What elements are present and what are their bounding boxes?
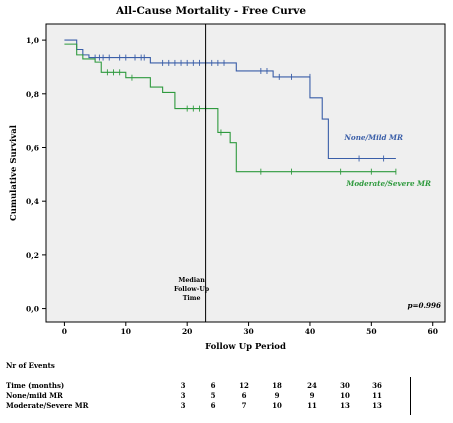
x-tick-label: 0 — [62, 327, 67, 336]
y-tick-label: 0,2 — [26, 251, 39, 260]
median-label-line-3: Time — [183, 295, 201, 302]
x-tick-label: 10 — [121, 327, 131, 336]
series-line-moderate-severe-mr — [64, 43, 396, 173]
y-tick-label: 0,0 — [26, 305, 39, 314]
x-tick-label: 20 — [182, 327, 192, 336]
y-tick-label: 0,6 — [26, 143, 39, 152]
y-tick-label: 1,0 — [26, 36, 39, 45]
y-tick-label: 0,4 — [26, 197, 39, 206]
x-tick-label: 40 — [305, 327, 315, 336]
chart-title: All-Cause Mortality - Free Curve — [115, 5, 306, 17]
axes: 0 10 20 30 40 50 60 0,0 0,2 0,4 0,6 0,8 1,0 — [26, 36, 438, 336]
plot-area — [45, 23, 446, 323]
y-tick-label: 0,8 — [26, 90, 39, 99]
median-label-line-1: Median — [178, 277, 205, 284]
legend-none-mild-mr: None/Mild MR — [343, 133, 403, 142]
x-tick-label: 50 — [366, 327, 376, 336]
series-layer — [64, 39, 397, 175]
x-tick-label: 60 — [428, 327, 438, 336]
x-tick-label: 30 — [243, 327, 253, 336]
series-line-none-mild-mr — [64, 39, 396, 160]
median-label-line-2: Follow-Up — [174, 286, 210, 293]
x-axis-label: Follow Up Period — [205, 342, 286, 352]
y-axis-label: Cumulative Survival — [9, 124, 19, 221]
legend-moderate-severe-mr: Moderate/Severe MR — [345, 179, 431, 188]
p-value-annotation: p=0.996 — [407, 301, 441, 310]
